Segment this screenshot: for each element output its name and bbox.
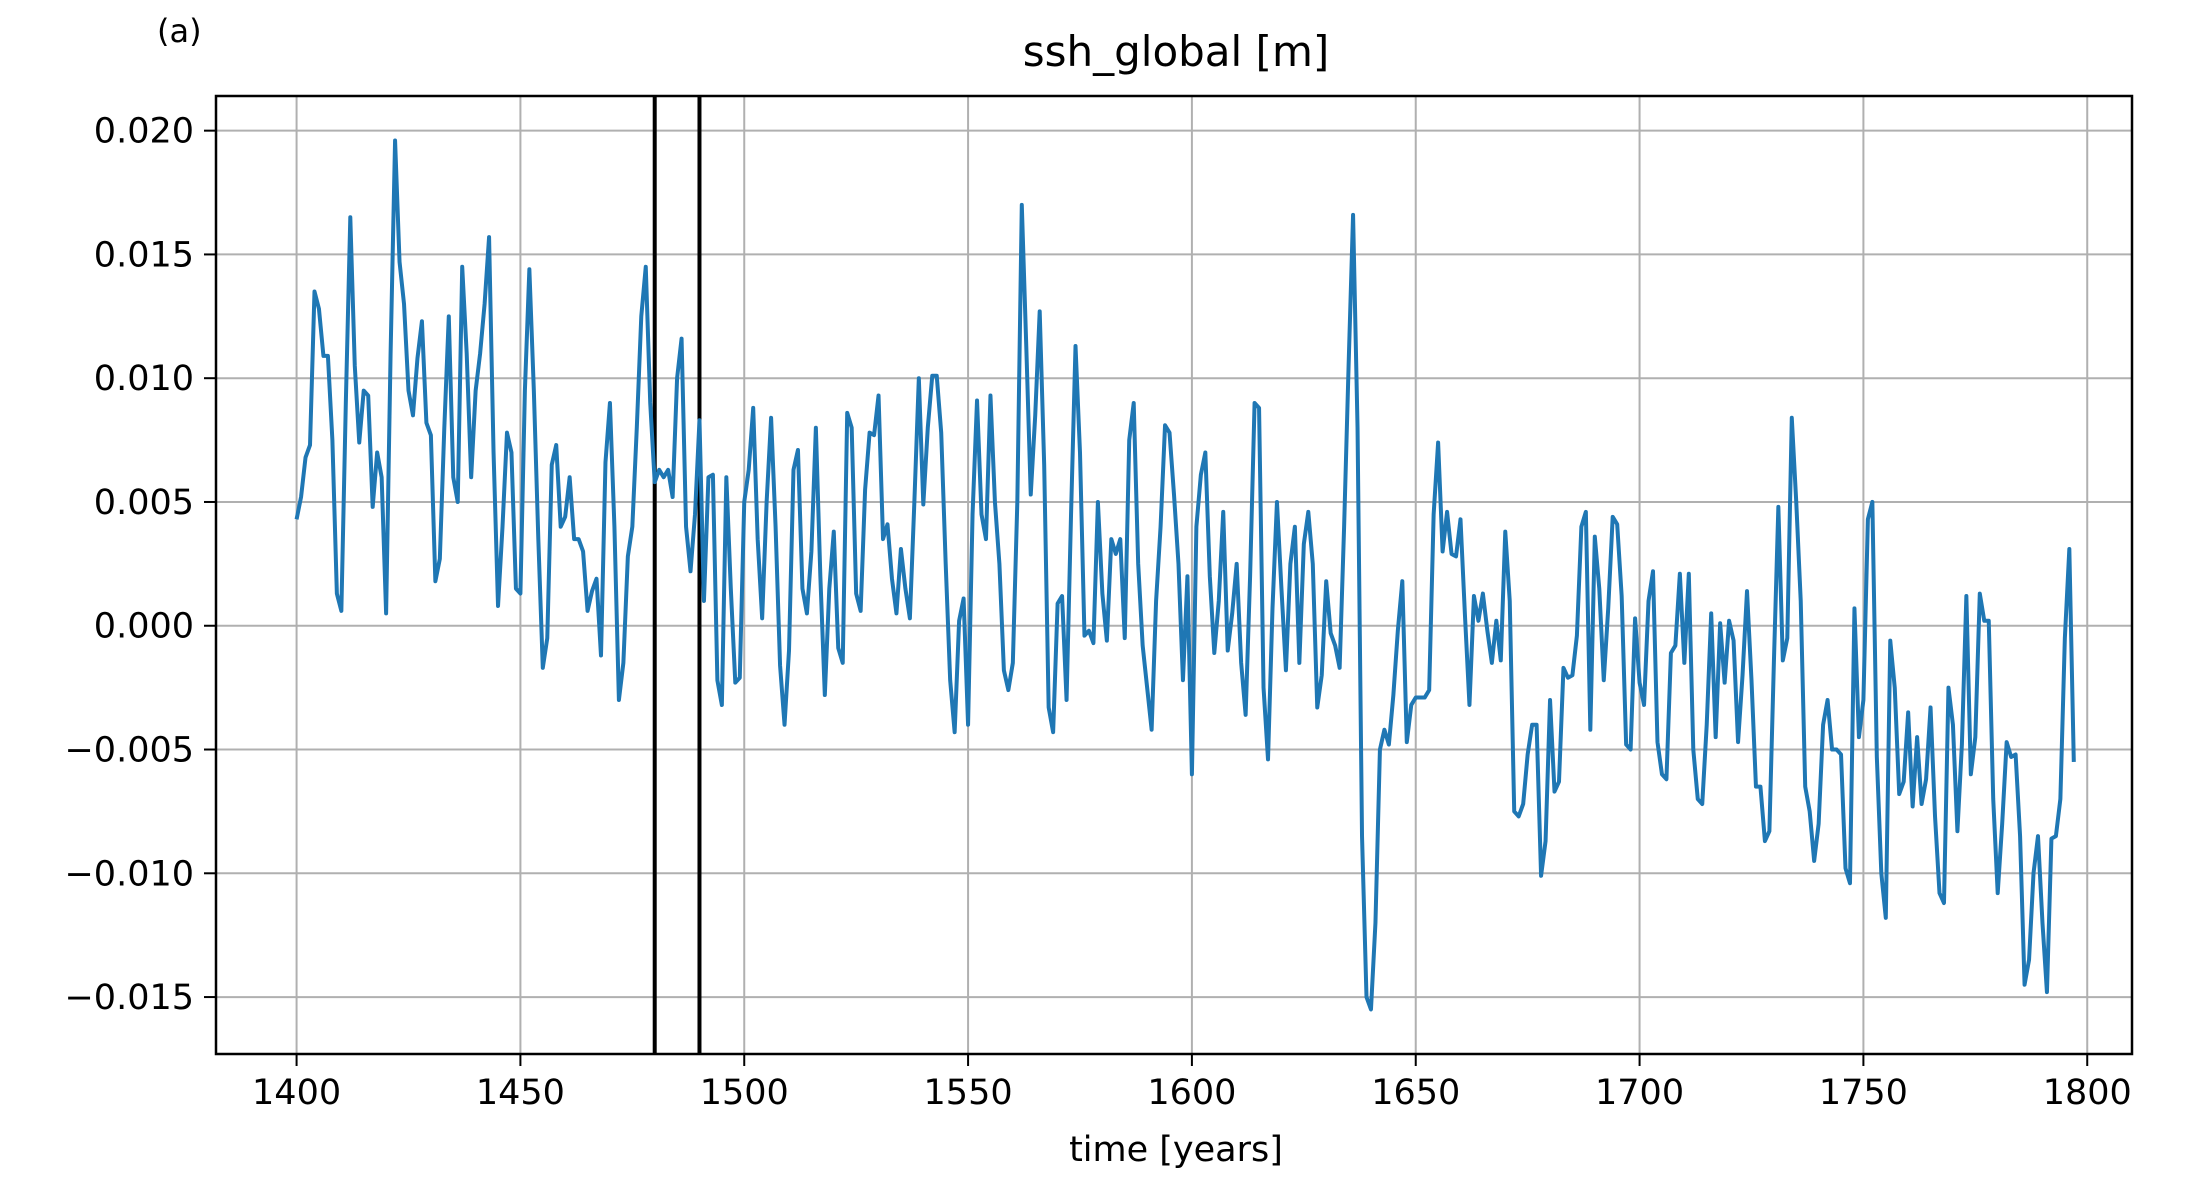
x-tick-label: 1800	[2043, 1073, 2132, 1113]
series-layer	[294, 138, 2076, 1012]
x-axis-label: time [years]	[1069, 1130, 1283, 1170]
x-tick-label: 1450	[476, 1073, 565, 1113]
y-axis: −0.015 −0.010 −0.005 0.000 0.005 0.010 0.015 0.…	[64, 112, 216, 1018]
x-tick-label: 1650	[1371, 1073, 1460, 1113]
y-tick-label: 0.020	[94, 112, 194, 152]
x-tick-label: 1500	[700, 1073, 789, 1113]
y-tick-label: 0.015	[94, 235, 194, 275]
chart-title: ssh_global [m]	[1023, 27, 1330, 76]
grid	[216, 96, 2132, 1054]
x-tick-label: 1700	[1595, 1073, 1684, 1113]
series-line	[294, 138, 2076, 1012]
panel-label: (a)	[157, 12, 202, 50]
y-tick-label: −0.010	[64, 854, 194, 894]
y-tick-label: −0.005	[64, 731, 194, 771]
x-tick-label: 1600	[1147, 1073, 1236, 1113]
x-tick-label: 1400	[252, 1073, 341, 1113]
plot-frame	[214, 94, 2134, 1056]
x-tick-label: 1550	[924, 1073, 1013, 1113]
y-tick-label: −0.015	[64, 978, 194, 1018]
x-axis: 1400 1450 1500 1550 1600 1650 1700 1750 1800	[252, 1054, 2132, 1113]
y-tick-label: 0.010	[94, 359, 194, 399]
x-tick-label: 1750	[1819, 1073, 1908, 1113]
y-tick-label: 0.000	[94, 607, 194, 647]
vertical-markers	[652, 96, 702, 1054]
y-tick-label: 0.005	[94, 483, 194, 523]
